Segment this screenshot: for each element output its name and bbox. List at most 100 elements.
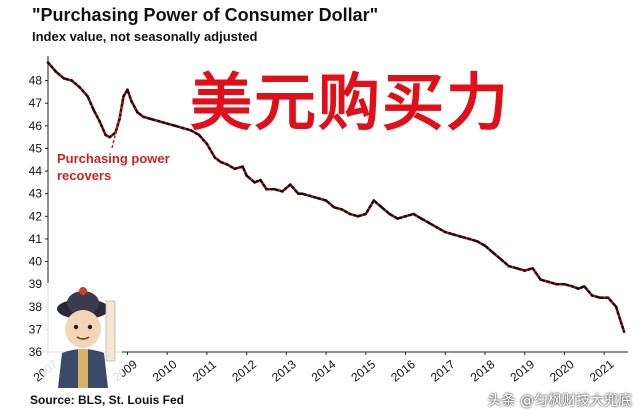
annotation-arrow — [111, 99, 125, 149]
data-point — [265, 187, 268, 191]
x-tick-label: 2012 — [229, 357, 259, 385]
data-point — [388, 212, 391, 216]
chinese-overlay-title: 美元购买力 — [190, 66, 511, 139]
series-group — [46, 61, 626, 333]
x-tick-label: 2018 — [468, 357, 498, 385]
x-tick-label: 2011 — [190, 357, 219, 384]
series-marker-pattern-0 — [46, 61, 626, 333]
data-point — [590, 294, 594, 297]
data-point — [173, 124, 177, 128]
data-point — [150, 117, 153, 121]
y-tick-label: 37 — [29, 322, 43, 336]
data-point — [181, 126, 185, 130]
data-point — [507, 264, 511, 268]
data-point — [583, 285, 586, 288]
annotation-line2: recovers — [57, 168, 111, 183]
data-point — [54, 70, 58, 73]
x-tick-label: 2010 — [150, 357, 180, 385]
data-point — [189, 129, 193, 132]
annotation-group: Purchasing power recovers — [57, 99, 170, 183]
source-note: Source: BLS, St. Louis Fed — [30, 393, 185, 407]
data-point — [197, 133, 201, 137]
data-point — [70, 79, 74, 82]
data-point — [459, 235, 463, 238]
data-point — [531, 267, 534, 270]
data-point — [316, 196, 320, 200]
data-point — [281, 190, 284, 193]
data-point — [86, 95, 89, 98]
data-point — [571, 285, 574, 288]
data-point — [136, 111, 139, 114]
y-tick-label: 39 — [29, 277, 43, 291]
data-point — [219, 160, 223, 164]
data-point — [225, 163, 229, 166]
data-point — [308, 194, 312, 198]
cartoon-avatar-image — [44, 283, 122, 388]
data-point — [372, 199, 376, 202]
data-point — [451, 233, 455, 236]
data-point — [555, 282, 558, 286]
data-point — [205, 142, 209, 146]
y-tick-label: 46 — [29, 119, 43, 133]
x-tick-label: 2017 — [428, 357, 458, 385]
data-point — [364, 212, 368, 216]
data-point — [436, 226, 439, 229]
data-point — [428, 221, 431, 225]
data-point — [324, 199, 328, 202]
y-tick-label: 41 — [29, 232, 43, 246]
y-tick-label: 36 — [29, 345, 43, 359]
chart-title: "Purchasing Power of Consumer Dollar" — [32, 5, 379, 25]
data-point — [467, 237, 471, 241]
x-tick-label: 2021 — [587, 357, 617, 385]
data-point — [491, 251, 495, 254]
x-tick-label: 2016 — [388, 357, 418, 385]
annotation-line1: Purchasing power — [57, 151, 170, 166]
data-point — [92, 108, 95, 112]
data-point — [380, 206, 384, 209]
data-point — [253, 181, 256, 184]
data-point — [165, 122, 169, 125]
data-point — [78, 86, 82, 89]
y-tick-label: 38 — [29, 300, 43, 314]
data-point — [412, 212, 415, 216]
y-tick-label: 48 — [29, 74, 43, 88]
x-tick-label: 2015 — [349, 357, 379, 385]
data-point — [539, 278, 542, 281]
data-point — [563, 282, 566, 286]
data-point — [577, 287, 580, 291]
data-point — [130, 99, 133, 103]
y-tick-label: 43 — [29, 187, 43, 201]
chart-subtitle: Index value, not seasonally adjusted — [32, 29, 258, 44]
data-point — [396, 217, 399, 220]
watermark: 头条 @匀枫财技大兜底 — [487, 393, 632, 409]
data-point — [126, 88, 129, 91]
data-point — [499, 258, 503, 261]
x-tick-label: 2014 — [309, 357, 339, 385]
data-point — [356, 215, 360, 218]
data-point — [46, 61, 50, 64]
data-point — [297, 192, 300, 195]
data-point — [606, 296, 610, 300]
data-point — [104, 133, 107, 137]
data-point — [515, 267, 519, 270]
data-point — [98, 120, 101, 123]
x-tick-label: 2019 — [507, 357, 537, 385]
x-tick-label: 2013 — [269, 357, 299, 385]
data-point — [475, 239, 479, 243]
data-point — [340, 208, 344, 211]
data-point — [547, 280, 550, 284]
data-point — [332, 206, 336, 209]
data-point — [233, 167, 236, 171]
y-tick-label: 44 — [29, 164, 43, 178]
data-point — [598, 296, 602, 300]
data-point — [483, 244, 487, 247]
data-point — [157, 120, 161, 123]
y-tick-label: 42 — [29, 209, 43, 223]
data-point — [241, 165, 244, 168]
y-tick-label: 45 — [29, 141, 43, 155]
data-point — [142, 115, 145, 119]
data-point — [444, 230, 447, 234]
data-point — [622, 330, 626, 333]
data-point — [404, 215, 407, 218]
